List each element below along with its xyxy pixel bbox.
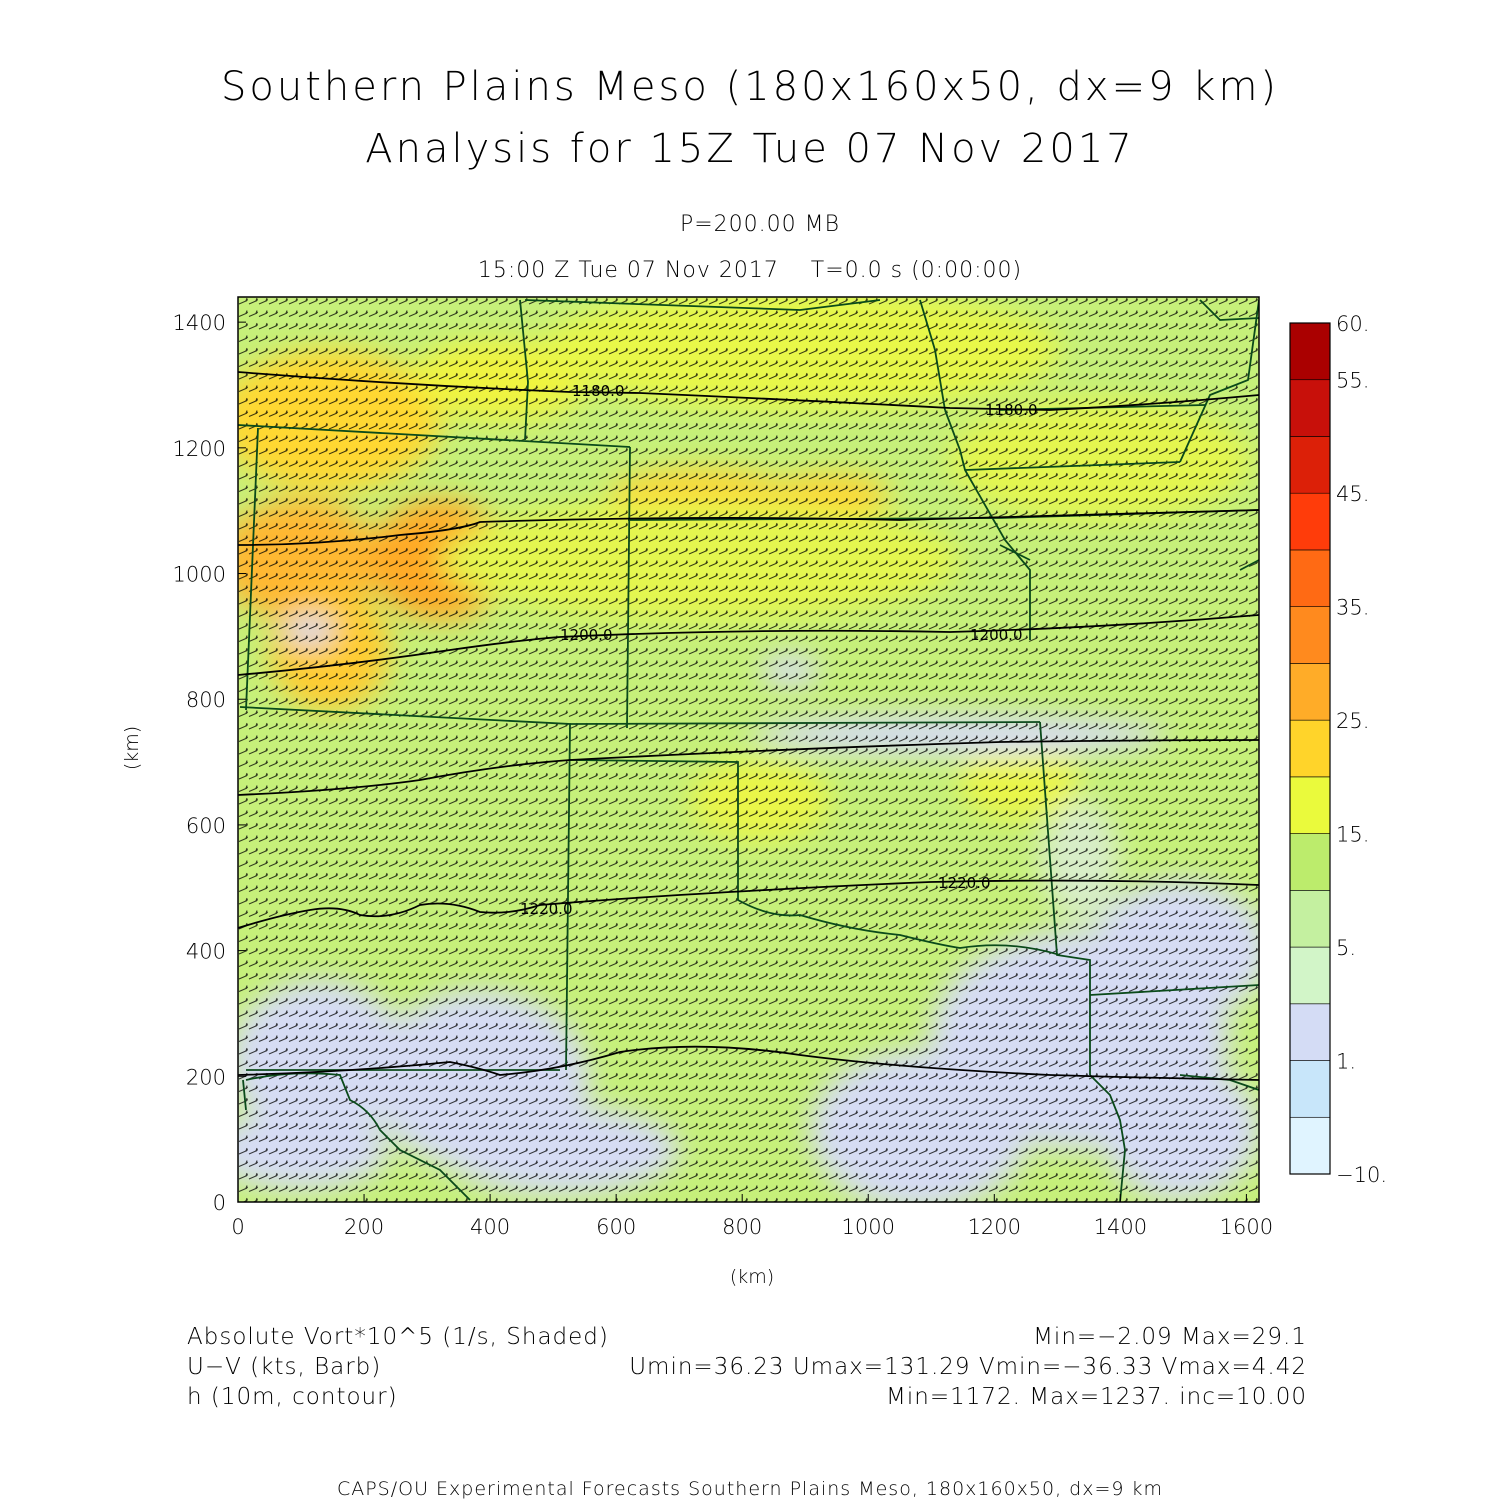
colorbar-swatch	[1289, 663, 1331, 721]
colorbar-swatch	[1289, 606, 1331, 664]
footer-credit: CAPS/OU Experimental Forecasts Southern …	[336, 1478, 1164, 1500]
x-tick-label: 600	[596, 1215, 636, 1239]
x-axis: 0 200 400 600 800 1000 1200 1400 1600	[231, 1194, 1273, 1239]
colorbar-swatch	[1289, 322, 1331, 381]
colorbar: 60. 55. 45. 35. 25. 15. 5. 1. −10.	[1289, 312, 1387, 1187]
title-line-1: Southern Plains Meso (180x160x50, dx=9 k…	[220, 64, 1280, 110]
x-tick-label: 1000	[842, 1215, 895, 1239]
contour-label: 1200.0	[560, 626, 613, 644]
colorbar-swatch	[1289, 833, 1331, 891]
colorbar-label: 55.	[1336, 369, 1369, 393]
colorbar-swatch	[1289, 890, 1331, 948]
colorbar-swatch	[1289, 549, 1331, 607]
height-contours	[238, 371, 1259, 1081]
legend-vorticity: Absolute Vort*10^5 (1/s, Shaded)	[187, 1324, 609, 1350]
y-axis-label: (km)	[121, 726, 143, 770]
vorticity-shading	[238, 297, 1259, 1202]
y-tick-label: 400	[186, 940, 226, 964]
colorbar-label: 60.	[1336, 312, 1369, 336]
legend-height: h (10m, contour)	[187, 1384, 398, 1410]
colorbar-label: 35.	[1336, 596, 1369, 620]
y-tick-label: 200	[186, 1065, 226, 1089]
contour-label: 1220.0	[938, 874, 991, 892]
colorbar-swatch	[1289, 492, 1331, 551]
colorbar-label: −10.	[1336, 1163, 1387, 1187]
colorbar-label: 15.	[1336, 823, 1369, 847]
colorbar-label: 5.	[1336, 936, 1356, 960]
valid-time: 15:00 Z Tue 07 Nov 2017 T=0.0 s (0:00:00…	[477, 258, 1023, 283]
x-tick-label: 800	[722, 1215, 762, 1239]
colorbar-swatch	[1289, 379, 1331, 437]
y-tick-label: 0	[213, 1191, 226, 1215]
contour-labels: 1180.0 1180.0 1200.0 1200.0 1220.0 1220.…	[520, 382, 1038, 918]
stats-height: Min=1172. Max=1237. inc=10.00	[886, 1384, 1307, 1410]
y-tick-label: 1000	[173, 563, 226, 587]
x-tick-label: 1200	[968, 1215, 1021, 1239]
colorbar-label: 1.	[1336, 1050, 1356, 1074]
colorbar-swatch	[1289, 946, 1331, 1005]
pressure-level: P=200.00 MB	[679, 212, 841, 237]
contour-label: 1180.0	[985, 401, 1038, 419]
colorbar-swatch	[1289, 719, 1331, 778]
x-tick-label: 0	[231, 1215, 244, 1239]
colorbar-swatch	[1289, 1116, 1331, 1175]
stats-wind: Umin=36.23 Umax=131.29 Vmin=−36.33 Vmax=…	[629, 1354, 1307, 1380]
contour-label: 1200.0	[970, 626, 1023, 644]
colorbar-swatch	[1289, 436, 1331, 494]
contour-label: 1180.0	[572, 382, 625, 400]
y-tick-label: 600	[186, 814, 226, 838]
colorbar-swatch	[1289, 776, 1331, 834]
y-tick-label: 800	[186, 688, 226, 712]
y-tick-label: 1400	[173, 311, 226, 335]
x-tick-label: 1400	[1094, 1215, 1147, 1239]
plot-frame	[237, 296, 1260, 1203]
x-tick-label: 400	[470, 1215, 510, 1239]
title-line-2: Analysis for 15Z Tue 07 Nov 2017	[365, 126, 1135, 172]
colorbar-swatch	[1289, 1060, 1331, 1118]
y-axis: 0 200 400 600 800 1000 1200 1400	[173, 311, 246, 1215]
x-axis-label: (km)	[730, 1266, 774, 1288]
contour-label: 1220.0	[520, 900, 573, 918]
colorbar-swatch	[1289, 1003, 1331, 1061]
colorbar-label: 45.	[1336, 482, 1369, 506]
y-tick-label: 1200	[173, 437, 226, 461]
legend-wind: U−V (kts, Barb)	[187, 1354, 382, 1380]
x-tick-label: 1600	[1220, 1215, 1273, 1239]
colorbar-label: 25.	[1336, 709, 1369, 733]
colorbar-frame	[1289, 322, 1331, 1175]
stats-vorticity: Min=−2.09 Max=29.1	[1033, 1324, 1307, 1350]
x-tick-label: 200	[344, 1215, 384, 1239]
